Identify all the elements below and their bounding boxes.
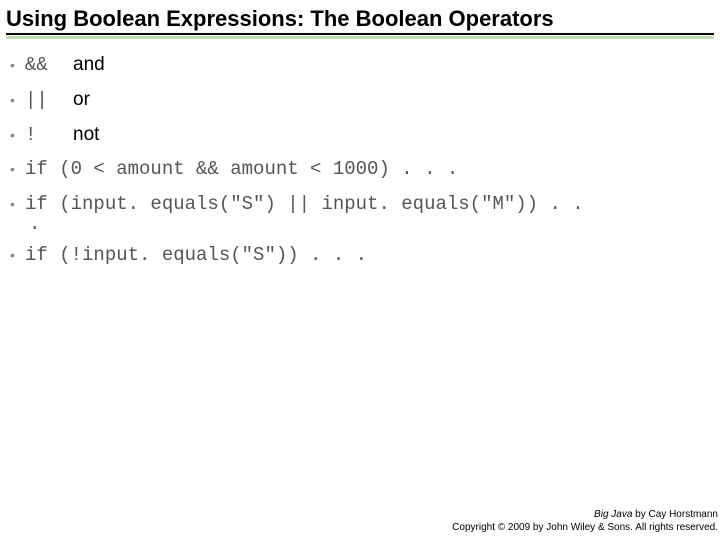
footer-copyright: Copyright © 2009 by John Wiley & Sons. A…: [452, 522, 718, 535]
operator-meaning: or: [73, 88, 90, 113]
footer: Big Java by Cay Horstmann Copyright © 20…: [452, 509, 718, 534]
example-row: • if (0 < amount && amount < 1000) . . .: [10, 157, 718, 182]
slide-title: Using Boolean Expressions: The Boolean O…: [6, 6, 714, 35]
op-row: • ! not: [10, 123, 718, 148]
bullet-icon: •: [10, 126, 19, 144]
operator-meaning: and: [73, 53, 105, 78]
bullet-icon: •: [10, 91, 19, 109]
bullet-icon: •: [10, 160, 19, 178]
code-example: if (0 < amount && amount < 1000) . . .: [25, 157, 458, 182]
code-example: if (input. equals("S") || input. equals(…: [25, 192, 584, 217]
title-container: Using Boolean Expressions: The Boolean O…: [0, 0, 720, 39]
bullet-icon: •: [10, 56, 19, 74]
operator-meaning: not: [73, 123, 99, 148]
footer-byline: by Cay Horstmann: [632, 509, 718, 520]
code-example: if (!input. equals("S")) . . .: [25, 243, 367, 268]
operator-symbol: &&: [25, 53, 73, 78]
operator-symbol: !: [25, 123, 73, 148]
example-row: • if (!input. equals("S")) . . .: [10, 243, 718, 268]
bullet-icon: •: [10, 195, 19, 213]
content-area: • && and • || or • ! not • if (0 < amoun…: [0, 39, 720, 267]
op-row: • && and: [10, 53, 718, 78]
footer-line-1: Big Java by Cay Horstmann: [452, 509, 718, 522]
bullet-icon: •: [10, 246, 19, 264]
op-row: • || or: [10, 88, 718, 113]
footer-book-title: Big Java: [594, 509, 632, 520]
operator-symbol: ||: [25, 88, 73, 113]
